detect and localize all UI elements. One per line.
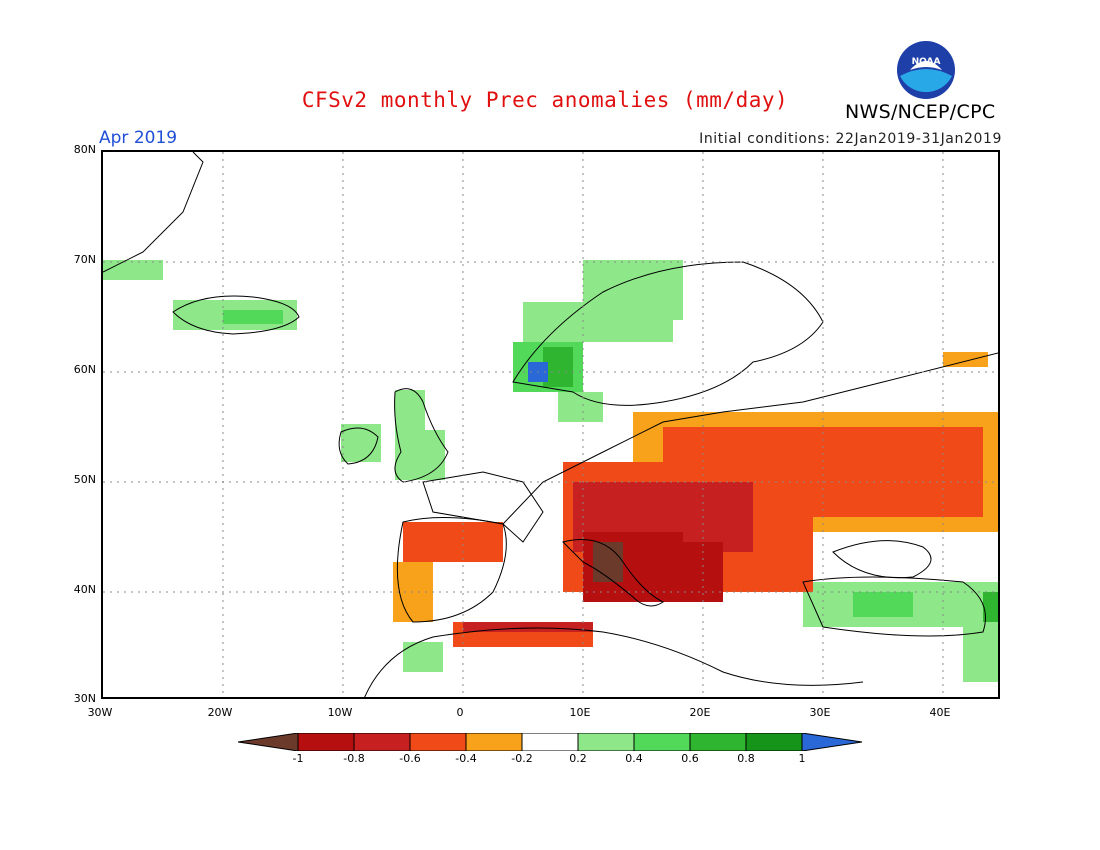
colorbar-high-arrow [801, 733, 863, 751]
anomaly-patch-iceland-core [223, 310, 283, 324]
anomaly-patch-ireland [341, 424, 381, 462]
coast-iceland [172, 295, 300, 335]
graticule [103, 152, 998, 697]
coast-britain [394, 388, 449, 483]
anomaly-patch-morocco-green [403, 642, 443, 672]
lon-tick: 10E [569, 706, 591, 719]
lon-tick: 40E [929, 706, 951, 719]
coast-france [422, 471, 544, 543]
anomaly-patch-denmark [558, 392, 603, 422]
coast-iberia [396, 516, 507, 623]
map-canvas [103, 152, 998, 697]
coastlines [103, 152, 998, 697]
colorbar-bin [689, 733, 747, 751]
lat-tick: 50N [73, 473, 96, 486]
colorbar-label: -1 [292, 752, 304, 765]
anomaly-patch-middle-east [963, 612, 998, 682]
lat-tick: 70N [73, 253, 96, 266]
lon-tick: 20E [689, 706, 711, 719]
forecast-month: Apr 2019 [99, 128, 178, 148]
anomaly-patch-turkey-core [853, 592, 913, 617]
coast-mainland [502, 352, 998, 525]
anomaly-patch-algeria-north [463, 622, 593, 632]
lat-tick: 30N [73, 692, 96, 705]
lon-tick: 20W [207, 706, 233, 719]
initial-conditions: Initial conditions: 22Jan2019-31Jan2019 [699, 131, 1002, 147]
colorbar-label: -0.8 [343, 752, 365, 765]
colorbar-bin [409, 733, 467, 751]
coast-scandinavia [512, 261, 824, 406]
anomaly-patch-iberia [403, 522, 503, 562]
anomaly-map [101, 150, 1000, 699]
colorbar-bin [465, 733, 523, 751]
coast-north-africa [364, 627, 864, 697]
colorbar-low-arrow [238, 733, 299, 751]
colorbar-label: 0.8 [737, 752, 755, 765]
chart-title: CFSv2 monthly Prec anomalies (mm/day) [301, 88, 789, 112]
anomaly-shading [103, 260, 998, 682]
coast-turkey [802, 576, 986, 637]
anomaly-patch-italy-core [593, 542, 623, 582]
lat-tick: 60N [73, 363, 96, 376]
coast-italy [562, 539, 664, 607]
colorbar-bin [353, 733, 411, 751]
agency-label: NWS/NCEP/CPC [845, 101, 996, 123]
colorbar-bin [577, 733, 635, 751]
anomaly-patch-england [395, 430, 445, 480]
lon-tick: 0 [456, 706, 464, 719]
lon-tick: 10W [327, 706, 353, 719]
coast-black-sea [832, 540, 932, 579]
colorbar-label: -0.2 [511, 752, 533, 765]
lat-tick: 80N [73, 143, 96, 156]
colorbar-bin [297, 733, 355, 751]
lat-tick: 40N [73, 583, 96, 596]
svg-text:NOAA: NOAA [912, 57, 941, 67]
colorbar-bin [521, 733, 579, 751]
lon-tick: 30E [809, 706, 831, 719]
colorbar-label: 0.4 [625, 752, 643, 765]
colorbar-label: 1 [798, 752, 806, 765]
anomaly-patch-scotland [395, 390, 425, 430]
anomaly-patch-caspian [943, 352, 988, 367]
lon-tick: 30W [87, 706, 113, 719]
colorbar-label: -0.4 [455, 752, 477, 765]
colorbar-label: 0.2 [569, 752, 587, 765]
anomaly-patch-mid-east-core [983, 592, 998, 622]
anomaly-patch-greenland [103, 260, 163, 280]
noaa-logo: NOAA [897, 41, 955, 99]
coast-ireland [338, 427, 379, 465]
coast-greenland [103, 152, 204, 273]
colorbar [238, 733, 863, 751]
colorbar-bin [745, 733, 803, 751]
colorbar-label: -0.6 [399, 752, 421, 765]
colorbar-label: 0.6 [681, 752, 699, 765]
colorbar-bin [633, 733, 691, 751]
